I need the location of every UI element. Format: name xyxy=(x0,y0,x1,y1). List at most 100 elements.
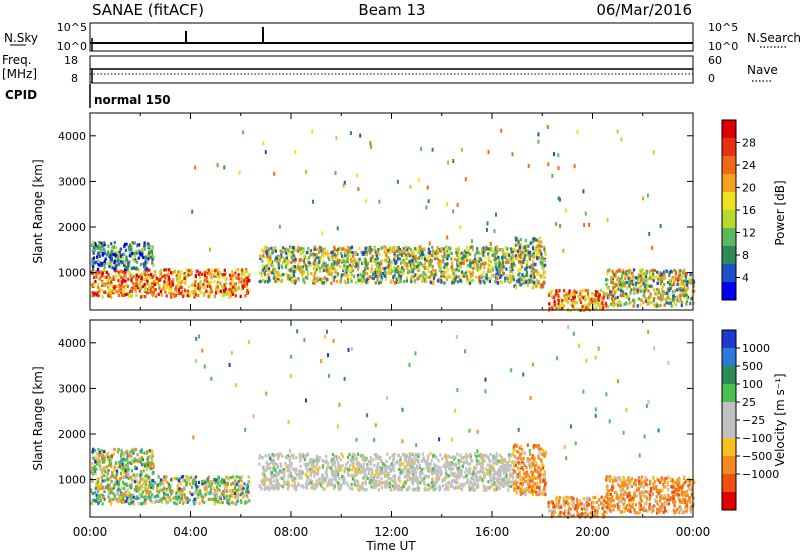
scatter-cell xyxy=(499,466,502,470)
scatter-cell xyxy=(366,465,369,469)
scatter-cell xyxy=(406,248,409,252)
scatter-cell xyxy=(555,222,558,226)
scatter-cell xyxy=(425,275,428,279)
scatter-cell xyxy=(563,289,566,293)
scatter-cell xyxy=(617,300,620,304)
scatter-cell xyxy=(333,262,336,266)
scatter-cell xyxy=(616,278,619,282)
scatter-cell xyxy=(97,501,100,505)
scatter-cell xyxy=(167,485,170,489)
scatter-cell xyxy=(637,279,640,283)
scatter-cell xyxy=(365,253,368,257)
scatter-cell xyxy=(110,250,113,254)
scatter-cell xyxy=(209,247,211,252)
scatter-cell xyxy=(182,479,185,483)
scatter-cell xyxy=(466,264,469,268)
scatter-cell xyxy=(165,281,168,285)
scatter-cell xyxy=(659,297,662,301)
scatter-cell xyxy=(245,500,248,504)
scatter-cell xyxy=(168,495,171,499)
scatter-cell xyxy=(168,498,171,502)
scatter-cell xyxy=(651,245,654,250)
scatter-cell xyxy=(187,269,190,273)
scatter-cell xyxy=(97,263,100,267)
scatter-cell xyxy=(369,275,372,279)
scatter-cell xyxy=(120,452,123,456)
scatter-cell xyxy=(448,480,451,484)
nsky-tick-bottom: 10^0 xyxy=(57,40,87,53)
scatter-cell xyxy=(125,492,128,496)
scatter-cell xyxy=(119,281,122,285)
scatter-cell xyxy=(94,460,97,464)
scatter-cell xyxy=(573,164,576,169)
scatter-cell xyxy=(456,264,459,268)
scatter-cell xyxy=(673,280,676,284)
scatter-cell xyxy=(141,490,145,494)
scatter-cell xyxy=(637,297,640,301)
scatter-cell xyxy=(570,292,573,296)
scatter-cell xyxy=(298,452,301,456)
scatter-cell xyxy=(483,453,486,458)
scatter-cell xyxy=(233,501,236,505)
scatter-cell xyxy=(679,288,682,292)
scatter-cell xyxy=(99,264,102,268)
scatter-cell xyxy=(350,279,353,283)
scatter-cell xyxy=(337,466,340,470)
scatter-cell xyxy=(191,283,194,287)
scatter-cell xyxy=(115,251,118,255)
scatter-cell xyxy=(136,243,139,247)
scatter-cell xyxy=(390,462,394,466)
scatter-cell xyxy=(384,246,387,250)
scatter-cell xyxy=(175,274,178,278)
scatter-cell xyxy=(519,238,522,242)
scatter-cell xyxy=(180,496,184,500)
scatter-cell xyxy=(108,458,111,462)
scatter-cell xyxy=(536,257,539,261)
scatter-cell xyxy=(430,270,433,274)
scatter-cell xyxy=(96,462,99,466)
scatter-cell xyxy=(130,449,133,454)
scatter-cell xyxy=(383,250,386,254)
scatter-cell xyxy=(685,293,688,297)
scatter-cell xyxy=(349,131,352,136)
scatter-cell xyxy=(449,485,452,489)
scatter-cell xyxy=(143,270,146,274)
scatter-cell xyxy=(365,475,368,479)
scatter-cell xyxy=(370,256,373,260)
scatter-cell xyxy=(144,264,147,269)
scatter-cell xyxy=(481,274,484,278)
scatter-cell xyxy=(543,247,546,251)
scatter-cell xyxy=(246,489,250,494)
scatter-cell xyxy=(349,276,352,281)
scatter-cell xyxy=(439,275,443,279)
scatter-cell xyxy=(265,264,268,268)
scatter-cell xyxy=(147,268,150,272)
scatter-cell xyxy=(111,487,114,491)
scatter-cell xyxy=(320,246,323,250)
scatter-cell xyxy=(234,495,237,499)
scatter-cell xyxy=(147,289,150,293)
scatter-cell xyxy=(378,199,381,204)
scatter-cell xyxy=(262,141,265,146)
scatter-cell xyxy=(248,289,251,293)
scatter-cell xyxy=(364,199,367,204)
scatter-cell xyxy=(468,258,471,262)
scatter-cell xyxy=(338,258,342,263)
scatter-cell xyxy=(136,484,139,489)
scatter-cell xyxy=(112,252,115,257)
scatter-cell xyxy=(119,260,122,264)
scatter-cell xyxy=(91,261,94,265)
scatter-cell xyxy=(276,254,279,258)
scatter-cell xyxy=(163,475,166,479)
scatter-cell xyxy=(445,471,448,475)
scatter-cell xyxy=(324,479,327,483)
scatter-cell xyxy=(92,281,95,285)
scatter-cell xyxy=(147,460,150,464)
date-title: 06/Mar/2016 xyxy=(596,1,692,19)
scatter-cell xyxy=(437,477,441,481)
scatter-cell xyxy=(391,269,394,273)
scatter-cell xyxy=(174,501,177,505)
scatter-cell xyxy=(216,481,219,485)
scatter-cell xyxy=(147,273,150,277)
scatter-cell xyxy=(389,485,392,489)
